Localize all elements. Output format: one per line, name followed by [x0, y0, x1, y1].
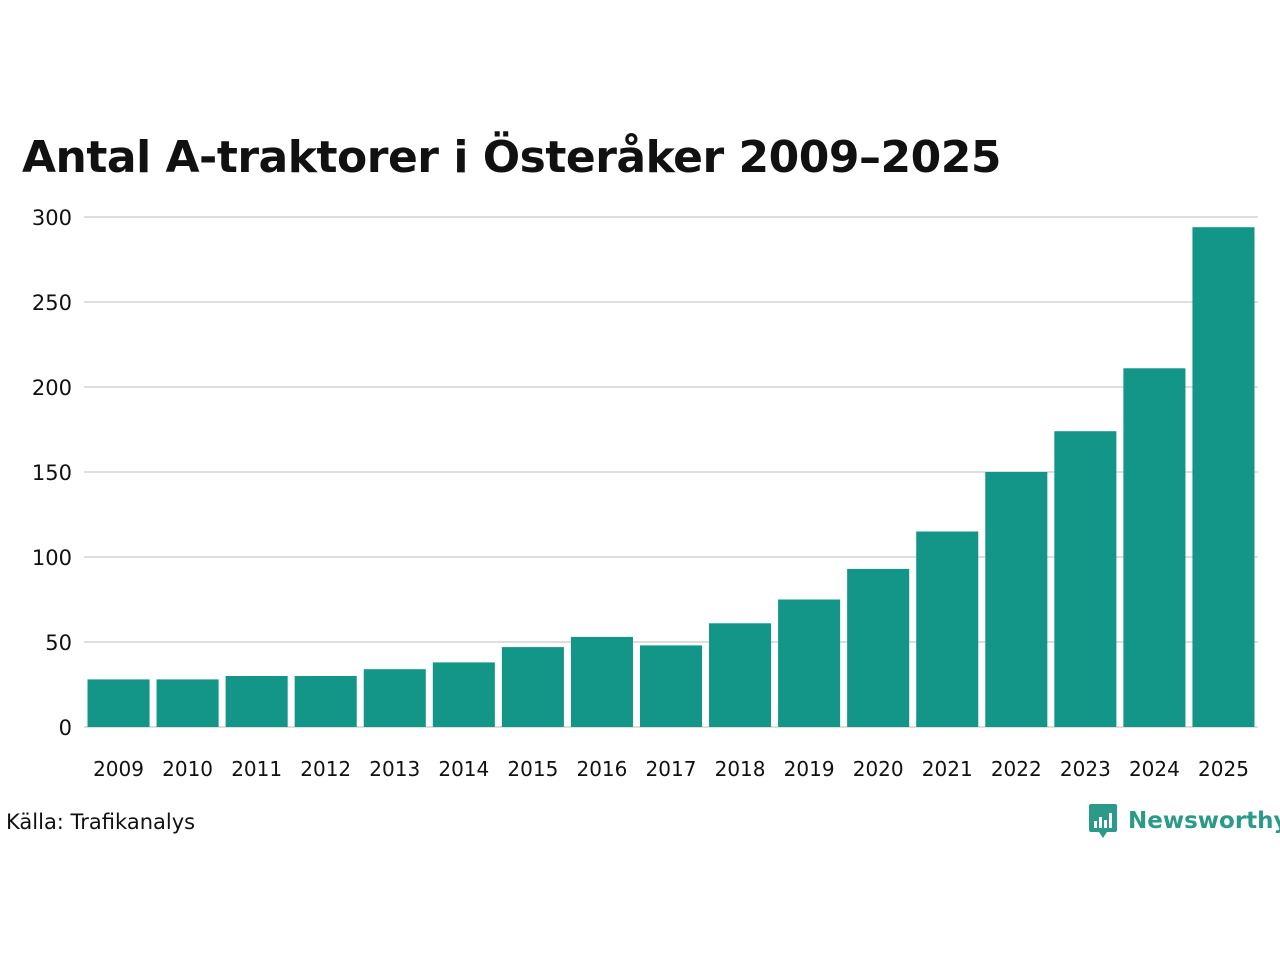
- bar-2017: [639, 645, 703, 727]
- x-tick-label: 2017: [646, 757, 697, 781]
- bar-2016: [570, 636, 633, 727]
- y-tick-label: 150: [32, 461, 72, 485]
- bars: [87, 227, 1255, 727]
- x-tick-label: 2013: [369, 757, 420, 781]
- brand: Newsworthy: [1088, 802, 1280, 840]
- x-tick-label: 2025: [1198, 757, 1249, 781]
- x-axis-ticks: 2009 2010 2011 2012 2013 2014 2015 2016 2017 2018…: [93, 757, 1249, 781]
- x-tick-label: 2021: [922, 757, 973, 781]
- bar-2024: [1123, 368, 1186, 727]
- y-tick-label: 50: [45, 631, 72, 655]
- x-tick-label: 2011: [231, 757, 282, 781]
- y-axis-ticks: 0 50 100 150 200 250 300: [32, 206, 72, 740]
- bar-2013: [363, 669, 426, 727]
- bar-2018: [709, 623, 772, 727]
- chart-title: Antal A-traktorer i Österåker 2009–2025: [22, 132, 1001, 183]
- x-tick-label: 2016: [576, 757, 627, 781]
- brand-name: Newsworthy: [1128, 808, 1280, 834]
- x-tick-label: 2012: [300, 757, 351, 781]
- x-tick-label: 2018: [715, 757, 766, 781]
- bar-2020: [847, 568, 910, 727]
- bar-2012: [294, 676, 357, 727]
- y-tick-label: 200: [32, 376, 72, 400]
- bar-2022: [985, 472, 1048, 727]
- source-note: Källa: Trafikanalys: [6, 810, 196, 834]
- x-tick-label: 2014: [438, 757, 489, 781]
- bar-2011: [225, 676, 288, 727]
- y-tick-label: 250: [32, 291, 72, 315]
- bar-2014: [432, 662, 495, 727]
- bar-2023: [1054, 431, 1117, 727]
- y-tick-label: 300: [32, 206, 72, 230]
- x-tick-label: 2015: [507, 757, 558, 781]
- x-tick-label: 2010: [162, 757, 213, 781]
- bar-2010: [156, 679, 219, 727]
- bar-2025: [1192, 227, 1255, 727]
- x-tick-label: 2009: [93, 757, 144, 781]
- bar-2019: [778, 599, 841, 727]
- x-tick-label: 2024: [1129, 757, 1180, 781]
- newsworthy-logo-icon: [1089, 804, 1117, 838]
- y-tick-label: 100: [32, 546, 72, 570]
- y-tick-label: 0: [59, 716, 72, 740]
- bar-2021: [916, 531, 979, 727]
- x-tick-label: 2022: [991, 757, 1042, 781]
- x-tick-label: 2019: [784, 757, 835, 781]
- bar-2015: [501, 647, 564, 727]
- bar-2009: [87, 679, 150, 727]
- x-tick-label: 2020: [853, 757, 904, 781]
- x-tick-label: 2023: [1060, 757, 1111, 781]
